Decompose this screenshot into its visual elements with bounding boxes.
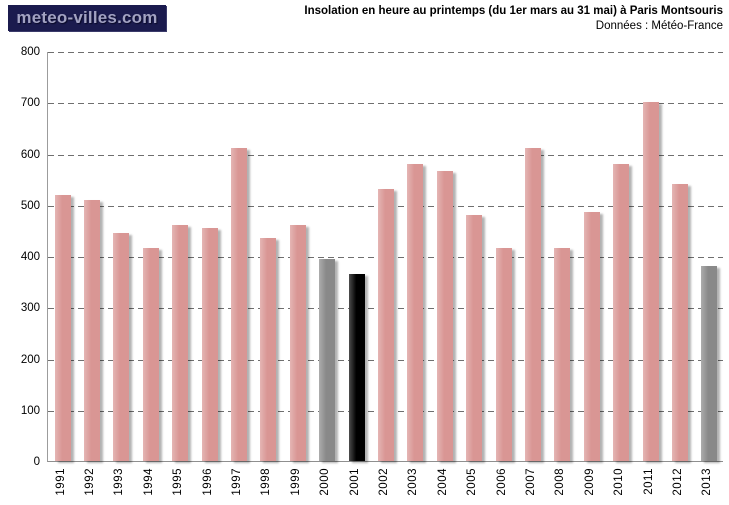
y-tick-label-500: 500 <box>20 199 40 212</box>
bar-2013 <box>701 266 718 461</box>
x-tick-label-1993: 1993 <box>113 468 126 496</box>
x-tick-label-1991: 1991 <box>54 468 67 496</box>
x-tick-label-2008: 2008 <box>554 468 567 496</box>
bar-2011 <box>642 102 659 461</box>
plot-area <box>47 52 723 462</box>
bar-2001 <box>348 273 365 461</box>
x-tick-label-1995: 1995 <box>172 468 185 496</box>
chart-header: Insolation en heure au printemps (du 1er… <box>304 4 723 34</box>
x-tick-label-2004: 2004 <box>436 468 449 496</box>
x-tick-label-1992: 1992 <box>84 468 97 496</box>
bar-2002 <box>378 189 394 461</box>
bar-1991 <box>54 194 71 461</box>
x-tick-label-2005: 2005 <box>466 468 479 496</box>
x-tick-label-2007: 2007 <box>524 468 537 496</box>
x-tick-label-2010: 2010 <box>613 468 626 496</box>
bar-1996 <box>201 227 218 461</box>
bar-2004 <box>436 171 453 461</box>
x-tick-label-1996: 1996 <box>201 468 214 496</box>
bar-2007 <box>524 148 541 461</box>
y-tick-label-800: 800 <box>20 46 40 58</box>
bar-2009 <box>583 212 600 461</box>
x-tick-label-2002: 2002 <box>378 468 390 496</box>
y-tick-label-600: 600 <box>20 148 40 161</box>
gridline-800 <box>48 52 723 53</box>
bar-1995 <box>172 225 189 461</box>
x-tick-label-2006: 2006 <box>495 468 508 496</box>
x-tick-label-2001: 2001 <box>348 468 361 496</box>
y-tick-label-100: 100 <box>20 404 40 417</box>
x-tick-label-2011: 2011 <box>642 468 655 495</box>
bar-2012 <box>671 184 688 461</box>
bar-2005 <box>466 215 483 461</box>
x-tick-label-2013: 2013 <box>701 468 714 496</box>
bar-1997 <box>231 148 248 461</box>
bar-1992 <box>84 199 101 461</box>
x-axis-labels: 1991 1992 1993 1994 1995 1996 1997 1998 1999 2000… <box>47 466 723 505</box>
x-tick-label-2009: 2009 <box>583 468 596 496</box>
x-tick-label-1997: 1997 <box>231 468 244 496</box>
bar-2010 <box>613 163 630 461</box>
x-tick-label-2000: 2000 <box>319 468 332 496</box>
y-tick-label-300: 300 <box>20 302 40 315</box>
y-tick-label-700: 700 <box>20 97 40 110</box>
x-tick-label-1994: 1994 <box>142 468 155 496</box>
bar-1993 <box>113 232 130 461</box>
bar-2006 <box>495 248 512 461</box>
bar-1994 <box>142 248 159 461</box>
chart-subtitle: Données : Météo-France <box>595 20 723 32</box>
gridline-600 <box>48 154 723 156</box>
meteo-villes-logo: meteo-villes.com <box>8 5 166 31</box>
x-tick-label-1999: 1999 <box>289 468 302 496</box>
y-tick-label-400: 400 <box>20 251 40 263</box>
x-tick-label-1998: 1998 <box>260 468 273 496</box>
chart-title: Insolation en heure au printemps (du 1er… <box>304 5 723 17</box>
bar-2008 <box>554 248 571 461</box>
y-tick-label-200: 200 <box>20 353 40 366</box>
x-tick-label-2012: 2012 <box>671 468 684 496</box>
y-tick-label-0: 0 <box>33 456 40 468</box>
x-tick-label-2003: 2003 <box>407 468 420 496</box>
bar-2000 <box>319 258 336 461</box>
bar-1998 <box>260 238 277 461</box>
bar-1999 <box>289 225 306 461</box>
gridline-700 <box>48 103 723 105</box>
bar-2003 <box>407 163 424 461</box>
